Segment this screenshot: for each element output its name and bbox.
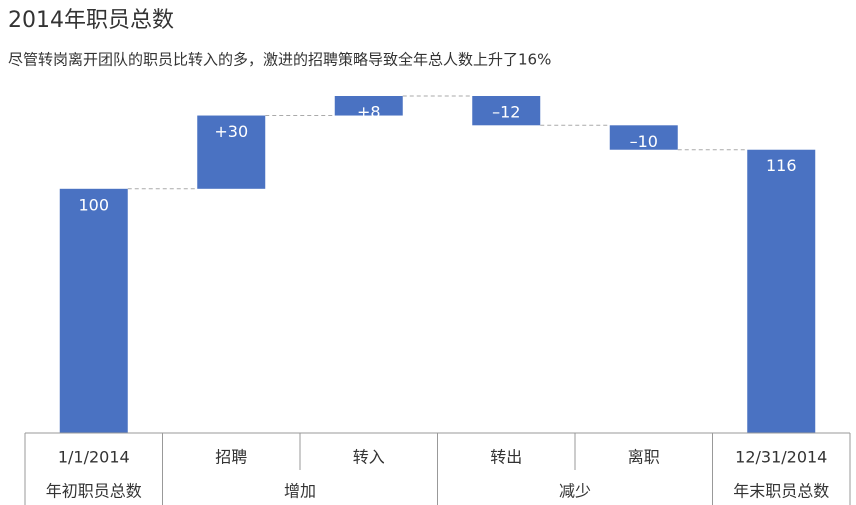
x-tick-label: 离职 bbox=[628, 448, 660, 467]
x-tick-label: 1/1/2014 bbox=[58, 448, 130, 467]
group-label: 年末职员总数 bbox=[733, 482, 829, 501]
value-label: +30 bbox=[214, 122, 248, 141]
chart-subtitle: 尽管转岗离开团队的职员比转入的多，激进的招聘策略导致全年总人数上升了16% bbox=[8, 51, 551, 69]
group-label: 减少 bbox=[559, 482, 591, 501]
bar bbox=[609, 125, 678, 150]
value-label: –12 bbox=[492, 103, 520, 122]
value-label: 116 bbox=[766, 156, 797, 175]
chart-title: 2014年职员总数 bbox=[8, 8, 174, 33]
x-tick-label: 转入 bbox=[353, 448, 385, 467]
group-label: 年初职员总数 bbox=[46, 482, 142, 501]
value-label: –10 bbox=[630, 132, 658, 151]
x-tick-label: 12/31/2014 bbox=[735, 448, 827, 467]
x-tick-label: 转出 bbox=[490, 448, 522, 467]
value-label: +8 bbox=[357, 103, 381, 122]
bar bbox=[59, 188, 128, 433]
bar bbox=[334, 96, 403, 116]
group-label: 增加 bbox=[284, 482, 316, 501]
bar bbox=[197, 115, 266, 189]
value-label: 100 bbox=[78, 195, 109, 214]
x-tick-label: 招聘 bbox=[215, 448, 247, 467]
bar bbox=[747, 149, 816, 433]
bar bbox=[472, 96, 541, 126]
